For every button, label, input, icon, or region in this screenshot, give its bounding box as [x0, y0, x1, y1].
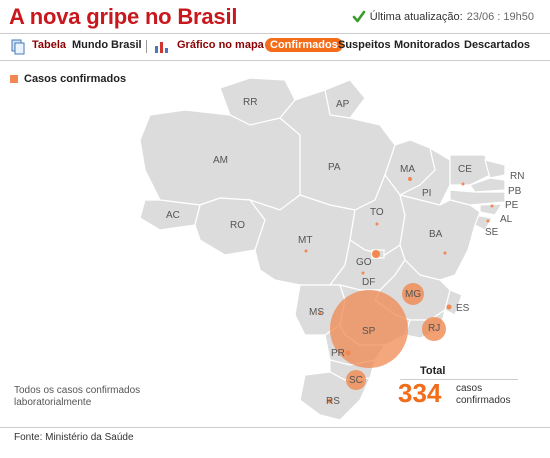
marker-to[interactable] — [375, 222, 379, 226]
marker-ba[interactable] — [443, 251, 447, 255]
label-df: DF — [362, 277, 375, 288]
navigation-bar: Tabela Mundo Brasil Gráfico no mapa Conf… — [0, 33, 550, 61]
label-rj: RJ — [428, 323, 440, 334]
check-icon — [352, 10, 366, 23]
label-al: AL — [500, 214, 513, 225]
label-ce: CE — [458, 164, 472, 175]
total-description: casos confirmados — [456, 383, 511, 406]
label-sp: SP — [362, 326, 376, 337]
label-ms: MS — [309, 307, 324, 318]
state-rn[interactable] — [484, 159, 506, 179]
marker-pr[interactable] — [345, 350, 351, 356]
label-to: TO — [370, 207, 384, 218]
label-go: GO — [356, 257, 372, 268]
label-mg: MG — [405, 289, 421, 300]
legend: Casos confirmados — [10, 73, 126, 85]
marker-ms[interactable] — [318, 311, 322, 315]
label-mt: MT — [298, 235, 312, 246]
state-labels: RR AP AM PA MA CE RN PB PE AL SE PI AC R… — [166, 97, 524, 407]
label-pb: PB — [508, 186, 522, 197]
label-pi: PI — [422, 188, 431, 199]
legend-swatch — [10, 75, 18, 83]
tab-suspeitos[interactable]: Suspeitos — [338, 39, 391, 51]
marker-sp[interactable] — [330, 290, 408, 368]
label-es: ES — [456, 303, 470, 314]
marker-ma[interactable] — [408, 177, 412, 181]
label-ac: AC — [166, 210, 180, 221]
marker-mg[interactable] — [402, 283, 424, 305]
page-title: A nova gripe no Brasil — [9, 4, 238, 29]
document-icon[interactable] — [11, 39, 25, 55]
label-rr: RR — [243, 97, 257, 108]
marker-ce[interactable] — [461, 182, 465, 186]
label-rs: RS — [326, 396, 340, 407]
label-pe: PE — [505, 200, 519, 211]
update-label: Última atualização: — [369, 11, 463, 23]
state-al[interactable] — [479, 203, 504, 216]
label-ma: MA — [400, 164, 415, 175]
label-sc: SC — [349, 375, 363, 386]
label-ro: RO — [230, 220, 245, 231]
legend-label: Casos confirmados — [24, 73, 127, 85]
tab-grafico-no-mapa[interactable]: Gráfico no mapa — [177, 39, 264, 51]
label-se: SE — [485, 227, 499, 238]
label-rn: RN — [510, 171, 524, 182]
state-pb[interactable] — [469, 177, 506, 193]
label-am: AM — [213, 155, 228, 166]
label-ap: AP — [336, 99, 350, 110]
divider — [146, 40, 147, 53]
marker-sc[interactable] — [346, 370, 366, 390]
source-footer: Fonte: Ministério da Saúde — [0, 427, 550, 443]
marker-pe[interactable] — [490, 204, 494, 208]
label-ba: BA — [429, 229, 443, 240]
marker-rs[interactable] — [327, 398, 333, 404]
total-label: Total — [420, 365, 446, 377]
tab-mundo[interactable]: Mundo — [72, 39, 109, 51]
label-pa: PA — [328, 162, 341, 173]
bar-chart-icon[interactable] — [154, 39, 170, 54]
confirmed-case-markers — [304, 177, 494, 404]
tab-tabela[interactable]: Tabela — [32, 39, 67, 51]
tab-descartados[interactable]: Descartados — [464, 39, 531, 51]
marker-go[interactable] — [361, 271, 365, 275]
state-shapes — [139, 77, 506, 421]
label-pr: PR — [331, 348, 345, 359]
update-time: 23/06 : 19h50 — [466, 11, 534, 23]
last-update: Última atualização: 23/06 : 19h50 — [352, 10, 534, 24]
tab-monitorados[interactable]: Monitorados — [394, 39, 460, 51]
tab-confirmados[interactable]: Confirmados — [265, 38, 343, 52]
marker-al[interactable] — [486, 219, 490, 223]
total-divider — [400, 379, 518, 380]
footnote: Todos os casos confirmados laboratorialm… — [14, 385, 141, 408]
tab-brasil[interactable]: Brasil — [111, 39, 142, 51]
marker-es[interactable] — [446, 304, 452, 310]
marker-df[interactable] — [372, 250, 380, 258]
marker-rj[interactable] — [422, 317, 446, 341]
total-value: 334 — [398, 378, 442, 408]
marker-mt[interactable] — [304, 249, 308, 253]
